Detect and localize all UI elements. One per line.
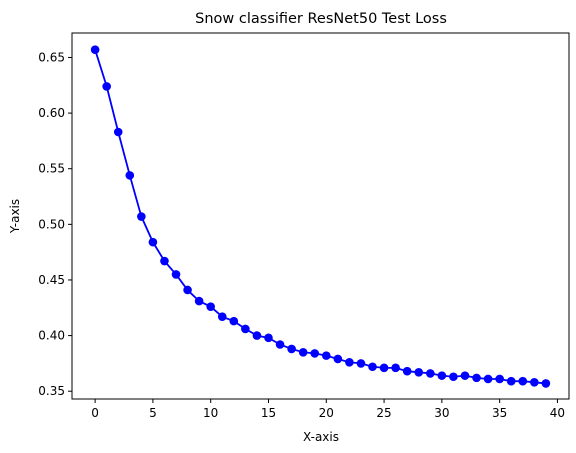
data-point <box>195 297 204 306</box>
data-point <box>507 377 516 386</box>
data-point <box>461 371 470 380</box>
x-tick-label: 35 <box>492 406 507 420</box>
plot-series <box>91 45 550 387</box>
data-point <box>518 377 527 386</box>
data-point <box>230 317 239 326</box>
data-point <box>91 45 100 54</box>
data-point <box>345 358 354 367</box>
y-tick-label: 0.35 <box>38 384 65 398</box>
data-point <box>472 374 481 383</box>
data-point <box>114 128 123 137</box>
x-tick-label: 10 <box>203 406 218 420</box>
data-point <box>276 340 285 349</box>
data-point <box>264 334 273 343</box>
chart-title: Snow classifier ResNet50 Test Loss <box>195 11 447 27</box>
y-tick-label: 0.55 <box>38 162 65 176</box>
data-point <box>484 375 493 384</box>
x-tick-label: 25 <box>376 406 391 420</box>
data-point <box>160 257 169 266</box>
data-point <box>438 371 447 380</box>
data-point <box>542 379 551 388</box>
y-axis-label: Y-axis <box>8 199 22 234</box>
y-tick-label: 0.50 <box>38 217 65 231</box>
data-point <box>310 349 319 358</box>
data-point <box>241 325 250 334</box>
x-tick-label: 15 <box>261 406 276 420</box>
data-point <box>426 369 435 378</box>
data-point <box>495 375 504 384</box>
data-point <box>253 331 262 340</box>
data-point <box>334 355 343 364</box>
data-point <box>102 82 111 91</box>
x-tick-label: 40 <box>550 406 565 420</box>
data-point <box>183 286 192 295</box>
data-point <box>172 270 181 279</box>
data-point <box>125 171 134 180</box>
data-point <box>287 345 296 354</box>
x-axis-ticks: 0 5 10 15 20 25 30 35 40 <box>91 399 565 420</box>
data-point <box>357 359 366 368</box>
y-axis-ticks: 0.35 0.40 0.45 0.50 0.55 0.60 0.65 <box>38 50 72 398</box>
data-point <box>391 364 400 373</box>
y-tick-label: 0.40 <box>38 329 65 343</box>
data-point <box>368 362 377 371</box>
y-tick-label: 0.45 <box>38 273 65 287</box>
data-point <box>414 368 423 377</box>
y-tick-label: 0.65 <box>38 50 65 64</box>
plot-frame <box>72 33 569 399</box>
data-point <box>449 372 458 381</box>
x-tick-label: 20 <box>319 406 334 420</box>
data-point <box>137 212 146 221</box>
series-line <box>95 50 546 384</box>
data-point <box>299 348 308 357</box>
x-axis-label: X-axis <box>303 430 339 444</box>
data-point <box>149 238 158 247</box>
data-point <box>380 364 389 373</box>
data-point <box>218 312 227 321</box>
data-point <box>206 302 215 311</box>
y-tick-label: 0.60 <box>38 106 65 120</box>
x-tick-label: 0 <box>91 406 99 420</box>
x-tick-label: 30 <box>434 406 449 420</box>
data-point <box>530 378 539 387</box>
data-point <box>322 351 331 360</box>
x-tick-label: 5 <box>149 406 157 420</box>
data-point <box>403 367 412 376</box>
